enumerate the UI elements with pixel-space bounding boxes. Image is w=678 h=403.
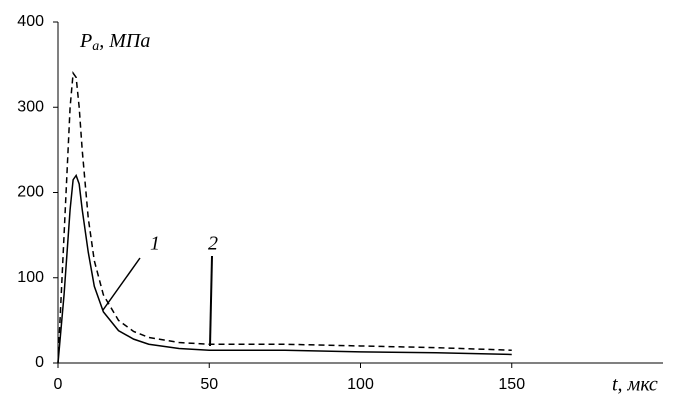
y-tick-label: 300 <box>17 98 44 115</box>
series-line <box>57 71 512 364</box>
x-tick-label: 150 <box>498 376 525 393</box>
y-label-symbol: P <box>79 30 92 52</box>
series-label: 2 <box>208 233 218 255</box>
leader-line <box>102 257 141 311</box>
y-tick-label: 400 <box>17 13 44 30</box>
x-tick-label: 0 <box>54 376 63 393</box>
y-axis-label: Pa, МПа <box>79 30 150 55</box>
series-line <box>57 173 512 364</box>
y-label-unit: , МПа <box>99 30 150 52</box>
y-tick-label: 200 <box>17 184 44 201</box>
y-tick-label: 0 <box>35 354 44 371</box>
x-axis-label: t, мкс <box>612 374 658 396</box>
y-tick-label: 100 <box>17 269 44 286</box>
y-label-subscript: a <box>92 39 99 54</box>
series-label: 1 <box>150 233 160 255</box>
x-tick-label: 50 <box>200 376 218 393</box>
x-tick-label: 100 <box>347 376 374 393</box>
leader-line <box>209 255 213 347</box>
